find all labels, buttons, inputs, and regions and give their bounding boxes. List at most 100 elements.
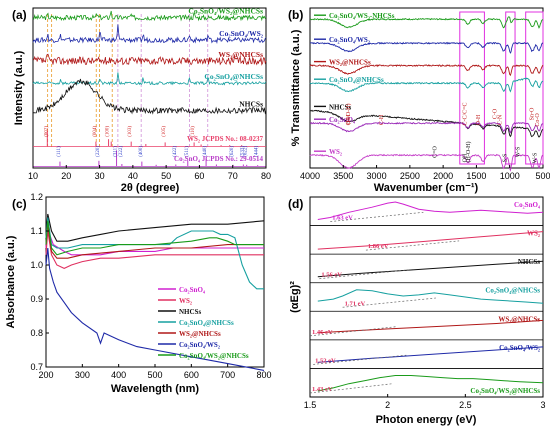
reference-peak-label: (002) bbox=[44, 126, 49, 137]
uvvis-series-line bbox=[45, 220, 264, 256]
xrd-series-label: Co₂SnO₄/WS₂ bbox=[219, 29, 264, 38]
panel-a-tick-label: 20 bbox=[61, 171, 71, 181]
panel-a-tick-label: 80 bbox=[261, 171, 271, 181]
ftir-series-label: Co₂SnO₄/WS₂ bbox=[329, 36, 370, 44]
panel-d-tick-label: 3 bbox=[540, 400, 545, 410]
bandgap-label: 1.46 eV bbox=[312, 329, 333, 336]
tauc-series-label: Co₂SnO₄ bbox=[514, 201, 541, 209]
panel-a-frame bbox=[32, 7, 267, 169]
reference-peak-label: (511) bbox=[185, 146, 190, 157]
reference-peak-label: (440) bbox=[203, 146, 208, 157]
panel-a-tick-label: 10 bbox=[28, 171, 38, 181]
reference-peak-label: (110) bbox=[191, 126, 196, 137]
panel-d-label: (d) bbox=[288, 197, 303, 211]
tauc-series-line bbox=[317, 289, 544, 304]
panel-a: Co₂SnO₄/WS₂@NHCSs Co₂SnO₄/WS₂ WS₂@NHCSs Co₂… bbox=[12, 7, 271, 194]
reference-peak-label: (620) bbox=[230, 146, 235, 157]
reference-peak-label: (533) bbox=[240, 146, 245, 157]
tauc-series-label: WS₂ bbox=[527, 230, 540, 238]
legend-label: Co₂SnO₄@NHCSs bbox=[179, 319, 234, 327]
tauc-tangent-line bbox=[309, 383, 393, 394]
reference-peak-label: (222) bbox=[119, 146, 124, 157]
tauc-series-label: WS₂@NHCSs bbox=[498, 315, 540, 323]
ftir-series-label: Co₂SnO₄/WS₂-NHCSs bbox=[329, 12, 395, 20]
reference-peak-label: (622) bbox=[244, 146, 249, 157]
tauc-series-label: NHCSs bbox=[518, 258, 540, 266]
panel-b-tick-label: 1000 bbox=[500, 171, 520, 181]
panel-c-y-tick-label: 1.1 bbox=[30, 226, 43, 236]
uvvis-series-line bbox=[45, 217, 264, 256]
bandgap-label: 1.52 eV bbox=[315, 357, 336, 364]
bandgap-label: 1.86 eV bbox=[368, 243, 389, 250]
ftir-bond-annotation: C-C/C=C bbox=[462, 102, 468, 125]
ftir-bond-annotation: W-S bbox=[532, 153, 538, 164]
ftir-series-line bbox=[309, 121, 544, 134]
panel-c-y-tick-label: 0.7 bbox=[30, 362, 43, 372]
reference-peak-label: (444) bbox=[255, 146, 260, 157]
bandgap-label: 1.56 eV bbox=[321, 272, 342, 279]
panel-b-tick-label: 4000 bbox=[300, 171, 320, 181]
xrd-series-line bbox=[32, 53, 267, 66]
reference-peak-label: (004) bbox=[93, 126, 98, 137]
ftir-series-label: Co₂SnO₄ bbox=[329, 116, 356, 124]
panel-b-xlabel: Wavenumber (cm⁻¹) bbox=[374, 182, 479, 194]
uvvis-series-line bbox=[45, 217, 264, 290]
ftir-series-label: Co₂SnO₄@NHCSs bbox=[329, 76, 384, 84]
panel-a-series: Co₂SnO₄/WS₂@NHCSs Co₂SnO₄/WS₂ WS₂@NHCSs Co₂… bbox=[32, 7, 267, 115]
ftir-bond-annotation: C-N bbox=[498, 114, 504, 125]
panel-c-ylabel: Absorbance (a.u.) bbox=[5, 235, 17, 328]
panel-b-tick-label: 3500 bbox=[333, 171, 353, 181]
ftir-series-line bbox=[309, 153, 544, 172]
legend-label: Co₂SnO₄/WS₂@NHCSs bbox=[179, 352, 249, 360]
ftir-bond-annotation: O-H bbox=[346, 114, 352, 125]
panel-b-series: Co₂SnO₄/WS₂-NHCSs Co₂SnO₄/WS₂ WS₂@NHCSs Co₂… bbox=[309, 12, 544, 172]
ftir-bond-annotation: Sn-O bbox=[530, 107, 536, 120]
tauc-series-line bbox=[317, 319, 544, 334]
panel-c-y-tick-label: 1.0 bbox=[30, 260, 43, 270]
panel-a-tick-label: 70 bbox=[228, 171, 238, 181]
panel-a-tick-label: 40 bbox=[128, 171, 138, 181]
reference-peak-label: (105) bbox=[162, 126, 167, 137]
reference-peak-label: (103) bbox=[128, 126, 133, 137]
ftir-bond-annotation: W-S bbox=[516, 147, 522, 158]
panel-d-xlabel: Photon energy (eV) bbox=[376, 414, 477, 426]
ftir-bond-annotation: C-O bbox=[492, 108, 498, 119]
panel-c-label: (c) bbox=[12, 197, 27, 211]
bandgap-label: 1.63 eV bbox=[332, 215, 353, 222]
panel-b-label: (b) bbox=[288, 8, 303, 22]
xrd-series-line bbox=[32, 72, 267, 86]
tauc-series-line bbox=[317, 201, 544, 220]
ftir-bond-annotation: (H-O-H) bbox=[465, 142, 472, 163]
ftir-series-line bbox=[309, 16, 544, 29]
xrd-series-label: Co₂SnO₄/WS₂@NHCSs bbox=[188, 7, 263, 16]
legend-label: NHCSs bbox=[179, 308, 201, 316]
panel-d-x-ticks: 1.5 2 2.5 3 bbox=[304, 394, 546, 410]
reference-peak-label: (422) bbox=[173, 146, 178, 157]
panel-c-tick-label: 700 bbox=[220, 370, 235, 380]
ftir-series-label: WS₂@NHCSs bbox=[329, 59, 371, 67]
uvvis-series-line bbox=[45, 230, 264, 270]
ftir-bond-annotation: OH bbox=[462, 153, 468, 162]
ftir-series-line bbox=[310, 109, 544, 138]
xrd-series-label: NHCSs bbox=[239, 99, 263, 108]
xrd-series-line bbox=[32, 78, 267, 115]
panel-b: Co₂SnO₄/WS₂-NHCSs Co₂SnO₄/WS₂ WS₂@NHCSs Co₂… bbox=[288, 7, 550, 194]
panel-b-x-ticks: 4000 3500 3000 2500 2000 1500 1000 500 bbox=[300, 165, 550, 181]
tauc-series-line bbox=[317, 346, 544, 363]
legend-label: WS₂ bbox=[179, 297, 192, 305]
panel-c-tick-label: 600 bbox=[184, 370, 199, 380]
panel-c-y-tick-label: 0.8 bbox=[30, 328, 43, 338]
panel-d-ylabel: (αEg)² bbox=[289, 281, 301, 313]
ftir-series-line bbox=[309, 41, 544, 54]
tauc-tangent-line bbox=[309, 326, 398, 337]
reference-peak-label: (100) bbox=[106, 126, 111, 137]
panel-a-reference-patterns: (002) (004) (100) (103) (105) (110)WS₂ JCPDS … bbox=[33, 126, 266, 167]
panel-c-tick-label: 400 bbox=[111, 370, 126, 380]
panel-d-tick-label: 1.5 bbox=[304, 400, 317, 410]
panel-b-tick-label: 2000 bbox=[433, 171, 453, 181]
panel-c-y-tick-label: 0.9 bbox=[30, 294, 43, 304]
panel-b-tick-label: 2500 bbox=[400, 171, 420, 181]
panel-a-x-ticks: 10 20 30 40 50 60 70 80 bbox=[28, 165, 271, 181]
